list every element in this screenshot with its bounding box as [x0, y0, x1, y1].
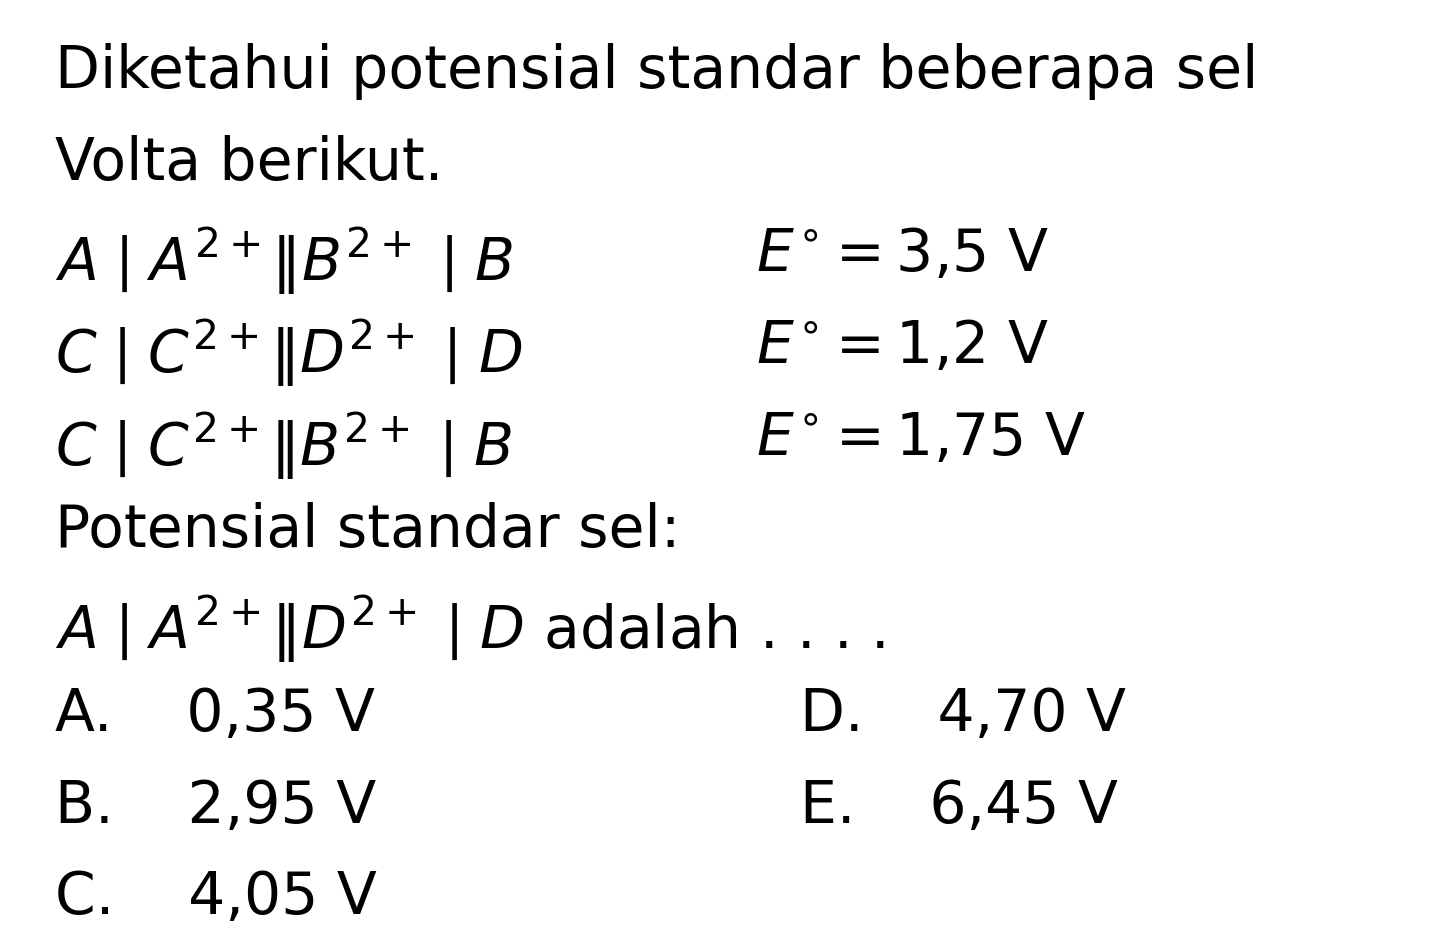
Text: D.    4,70 V: D. 4,70 V [800, 686, 1125, 743]
Text: $\mathit{A} \mid \mathit{A}^{\mathit{2+}} \| \mathit{B}^{\mathit{2+}} \mid \math: $\mathit{A} \mid \mathit{A}^{\mathit{2+}… [55, 226, 513, 297]
Text: $\mathit{C} \mid \mathit{C}^{\mathit{2+}} \| \mathit{B}^{\mathit{2+}} \mid \math: $\mathit{C} \mid \mathit{C}^{\mathit{2+}… [55, 410, 512, 482]
Text: B.    2,95 V: B. 2,95 V [55, 778, 377, 835]
Text: $\mathit{C} \mid \mathit{C}^{\mathit{2+}} \| \mathit{D}^{\mathit{2+}} \mid \math: $\mathit{C} \mid \mathit{C}^{\mathit{2+}… [55, 318, 523, 389]
Text: $\mathit{E}^{\circ} = 1{,}75\ \mathrm{V}$: $\mathit{E}^{\circ} = 1{,}75\ \mathrm{V}… [756, 410, 1086, 467]
Text: A.    0,35 V: A. 0,35 V [55, 686, 375, 743]
Text: $\mathit{E}^{\circ} = 1{,}2\ \mathrm{V}$: $\mathit{E}^{\circ} = 1{,}2\ \mathrm{V}$ [756, 318, 1050, 375]
Text: C.    4,05 V: C. 4,05 V [55, 869, 377, 926]
Text: E.    6,45 V: E. 6,45 V [800, 778, 1118, 835]
Text: Potensial standar sel:: Potensial standar sel: [55, 502, 680, 559]
Text: $\mathit{E}^{\circ} = 3{,}5\ \mathrm{V}$: $\mathit{E}^{\circ} = 3{,}5\ \mathrm{V}$ [756, 226, 1050, 283]
Text: Volta berikut.: Volta berikut. [55, 135, 443, 192]
Text: $\mathit{A} \mid \mathit{A}^{\mathit{2+}} \| \mathit{D}^{\mathit{2+}} \mid \math: $\mathit{A} \mid \mathit{A}^{\mathit{2+}… [55, 594, 885, 665]
Text: Diketahui potensial standar beberapa sel: Diketahui potensial standar beberapa sel [55, 43, 1259, 100]
